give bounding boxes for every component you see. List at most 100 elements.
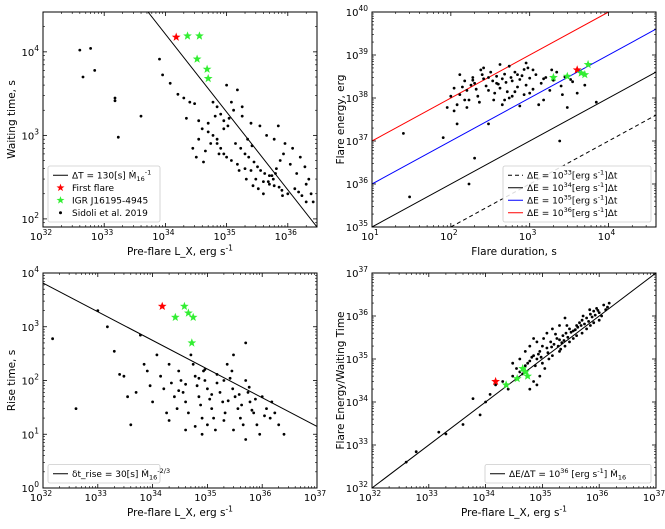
data-point bbox=[513, 70, 517, 74]
data-point bbox=[282, 432, 286, 436]
data-point bbox=[236, 407, 240, 410]
data-point bbox=[546, 351, 550, 355]
y-tick-label: 1038 bbox=[346, 90, 369, 105]
data-point bbox=[482, 66, 485, 70]
data-point bbox=[593, 313, 597, 317]
data-point bbox=[539, 355, 543, 359]
data-point bbox=[112, 349, 116, 353]
data-point bbox=[523, 364, 527, 368]
data-point bbox=[215, 105, 219, 109]
legend: ΔE/ΔT = 1036​ [erg s-1​] Ṁ16​ bbox=[484, 464, 652, 484]
x-tick-label: 1035 bbox=[194, 489, 217, 504]
data-point bbox=[452, 86, 456, 90]
data-point bbox=[204, 149, 207, 153]
data-point bbox=[473, 156, 476, 160]
data-point bbox=[523, 350, 527, 353]
data-point bbox=[96, 309, 100, 312]
data-point bbox=[209, 142, 213, 145]
data-point bbox=[532, 380, 535, 383]
x-tick-label: 102 bbox=[440, 228, 458, 243]
data-point bbox=[303, 165, 307, 169]
y-tick-label: 1039 bbox=[346, 47, 369, 62]
series-sidoli-et-al-2019 bbox=[78, 47, 315, 204]
data-point bbox=[215, 137, 219, 141]
y-tick-label: 104 bbox=[21, 44, 39, 59]
data-point bbox=[197, 395, 201, 399]
data-point bbox=[179, 379, 183, 382]
data-point bbox=[309, 192, 313, 196]
data-point bbox=[500, 77, 504, 81]
data-point bbox=[184, 400, 188, 404]
data-point bbox=[167, 419, 171, 422]
data-point bbox=[222, 127, 226, 131]
data-point bbox=[116, 135, 120, 139]
data-point bbox=[222, 152, 226, 156]
y-tick-label: 102 bbox=[21, 211, 39, 226]
star-marker bbox=[549, 72, 558, 82]
panel-flare-energy: 101 102 103 104 1035 1036 1037 1038 1039 1040 Flar… bbox=[335, 4, 657, 258]
data-point bbox=[538, 374, 542, 378]
series-igr-j16195-4945 bbox=[183, 31, 213, 83]
data-point bbox=[555, 337, 559, 340]
data-point bbox=[542, 98, 545, 102]
data-point bbox=[541, 361, 544, 365]
data-point bbox=[484, 84, 488, 88]
data-point bbox=[461, 423, 465, 426]
x-axis-label: Pre-flare L_X, erg s-1​ bbox=[127, 244, 233, 258]
data-point bbox=[449, 94, 453, 98]
y-tick-label: 1037 bbox=[346, 265, 369, 280]
data-point bbox=[213, 114, 217, 118]
data-point bbox=[225, 83, 229, 87]
star-marker bbox=[518, 363, 528, 373]
data-point bbox=[551, 354, 554, 357]
series-first-flare bbox=[572, 65, 582, 74]
data-point bbox=[232, 428, 235, 432]
data-point bbox=[558, 139, 562, 143]
data-point bbox=[184, 382, 188, 386]
data-point bbox=[465, 89, 469, 92]
data-point bbox=[300, 194, 304, 198]
data-point bbox=[256, 187, 260, 191]
data-point bbox=[165, 411, 169, 415]
data-point bbox=[542, 337, 545, 340]
data-point bbox=[203, 368, 207, 371]
data-point bbox=[604, 308, 608, 312]
data-point bbox=[200, 432, 204, 436]
model-line bbox=[43, 282, 317, 427]
data-point bbox=[162, 387, 166, 391]
data-point bbox=[528, 359, 532, 363]
data-point bbox=[78, 48, 82, 52]
data-point bbox=[455, 103, 459, 107]
star-marker bbox=[203, 73, 213, 83]
panel-rise-time: 1032 1033 1034 1035 1036 1037 100 101 102 103 104 P… bbox=[6, 265, 326, 519]
data-point bbox=[575, 334, 578, 337]
data-point bbox=[547, 357, 551, 361]
data-point bbox=[548, 89, 552, 92]
legend: δt_rise = 30[s] Ṁ16​-2/3​ bbox=[47, 464, 170, 484]
data-point bbox=[244, 341, 248, 345]
data-point bbox=[606, 305, 609, 309]
data-point bbox=[243, 152, 247, 156]
data-point bbox=[211, 134, 215, 137]
data-point bbox=[225, 155, 229, 159]
star-marker bbox=[192, 54, 202, 63]
data-point bbox=[258, 124, 262, 128]
data-point bbox=[286, 192, 290, 196]
data-point bbox=[177, 389, 181, 392]
star-marker bbox=[572, 65, 582, 74]
star-marker bbox=[171, 312, 180, 321]
data-point bbox=[211, 100, 215, 104]
data-point bbox=[522, 93, 526, 96]
data-point bbox=[539, 81, 543, 85]
data-point bbox=[494, 383, 497, 387]
x-tick-label: 1037 bbox=[643, 489, 665, 504]
data-point bbox=[473, 81, 476, 85]
legend-label: First flare bbox=[72, 184, 114, 194]
legend-dot-swatch bbox=[59, 211, 62, 215]
data-point bbox=[222, 379, 226, 382]
data-point bbox=[509, 76, 513, 79]
legend-star-swatch bbox=[56, 183, 65, 192]
data-point bbox=[239, 146, 243, 150]
y-tick-label: 103 bbox=[21, 319, 39, 334]
data-point bbox=[263, 414, 266, 418]
